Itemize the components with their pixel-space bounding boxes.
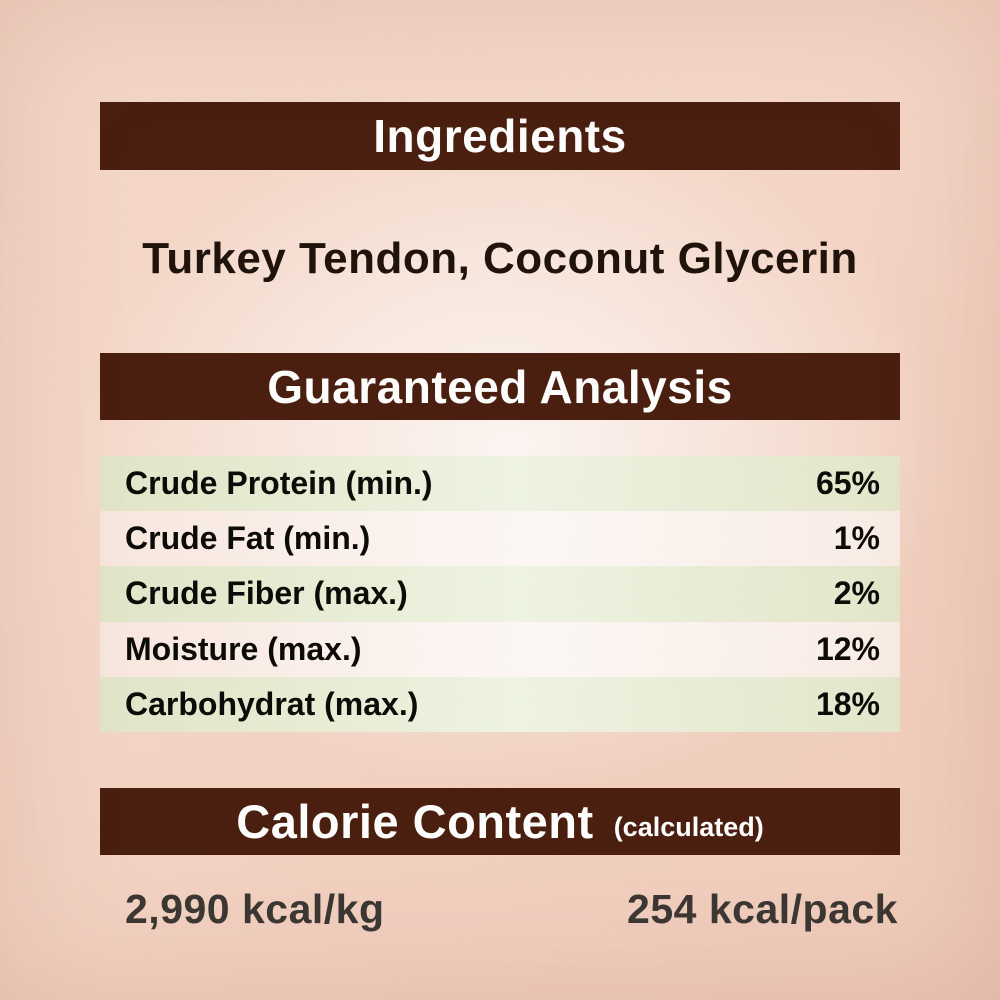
ingredients-heading: Ingredients — [373, 110, 627, 162]
calorie-content-heading: Calorie Content — [236, 795, 594, 848]
calorie-per-kg: 2,990 kcal/kg — [125, 886, 385, 932]
row-value: 12% — [815, 630, 880, 667]
row-label: Crude Fat (min.) — [125, 520, 371, 557]
calorie-values-row: 2,990 kcal/kg 254 kcal/pack — [100, 886, 900, 933]
guaranteed-analysis-table: Crude Protein (min.) 65% Crude Fat (min.… — [100, 456, 900, 732]
table-row: Crude Fiber (max.) 2% — [100, 566, 900, 622]
ingredients-list-text: Turkey Tendon, Coconut Glycerin — [142, 234, 858, 283]
row-value: 65% — [815, 465, 880, 502]
row-label: Crude Protein (min.) — [125, 465, 433, 502]
table-row: Crude Protein (min.) 65% — [100, 456, 900, 512]
guaranteed-analysis-heading: Guaranteed Analysis — [267, 360, 733, 413]
row-value: 1% — [833, 520, 880, 557]
row-value: 2% — [833, 575, 880, 612]
guaranteed-analysis-header-bar: Guaranteed Analysis — [100, 353, 900, 420]
ingredients-header-bar: Ingredients — [100, 102, 900, 170]
calorie-per-pack: 254 kcal/pack — [627, 886, 898, 932]
table-row: Carbohydrat (max.) 18% — [100, 676, 900, 732]
row-label: Moisture (max.) — [125, 630, 362, 667]
row-value: 18% — [815, 685, 880, 722]
calorie-content-note: (calculated) — [613, 812, 764, 842]
table-row: Crude Fat (min.) 1% — [100, 511, 900, 567]
row-label: Crude Fiber (max.) — [125, 575, 408, 612]
calorie-content-header-bar: Calorie Content (calculated) — [100, 788, 900, 855]
row-label: Carbohydrat (max.) — [125, 685, 419, 722]
table-row: Moisture (max.) 12% — [100, 621, 900, 677]
